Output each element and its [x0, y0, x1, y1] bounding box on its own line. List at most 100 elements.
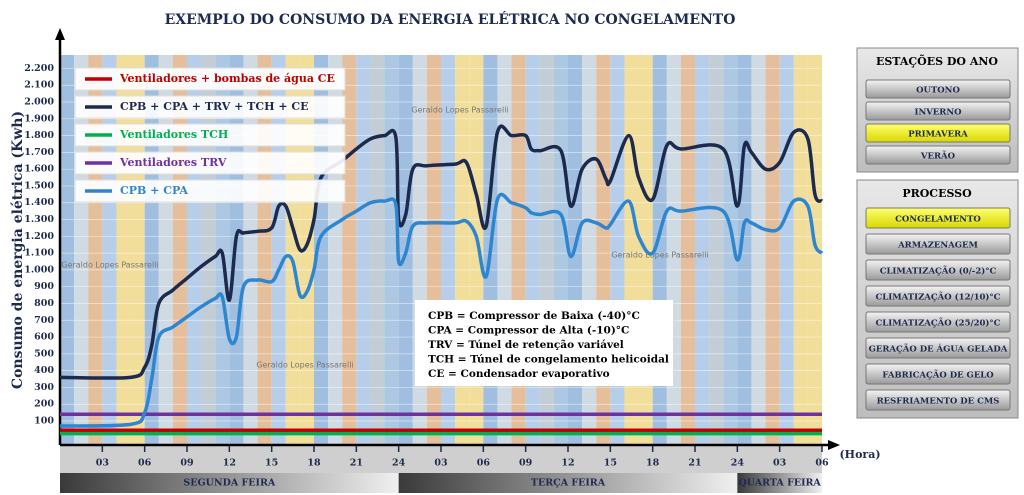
panel-title: PROCESSO [902, 187, 972, 200]
y-tick-label: 1.400 [24, 197, 54, 208]
y-tick-label: 800 [34, 298, 54, 309]
y-tick-label: 400 [34, 365, 54, 376]
panel-button[interactable] [865, 79, 1011, 99]
panel-button-label[interactable]: INVERNO [914, 108, 962, 118]
panel-button[interactable] [865, 207, 1011, 229]
legend-box [74, 123, 346, 147]
panel-button[interactable] [865, 311, 1011, 333]
definition: CE = Condensador evaporativo [428, 368, 610, 380]
y-tick-label: 200 [34, 399, 54, 410]
day-band [60, 473, 399, 493]
stripe [539, 55, 554, 445]
panel-button-label[interactable]: OUTONO [916, 86, 960, 96]
watermark: Geraldo Lopes Passarelli [256, 361, 353, 370]
definitions-box [415, 300, 673, 386]
stripe [596, 55, 611, 445]
panel-button-label[interactable]: GERAÇÃO DE ÁGUA GELADA [869, 343, 1008, 355]
panel-button-label[interactable]: VERÃO [920, 150, 956, 162]
y-tick-label: 1.000 [24, 264, 54, 275]
stripe [582, 55, 597, 445]
x-tick-label: 18 [307, 458, 321, 469]
stripe [793, 55, 808, 445]
y-tick-label: 2.000 [24, 97, 54, 108]
x-tick-label: 03 [773, 458, 786, 469]
stripe [765, 55, 780, 445]
panel-button-label[interactable]: ARMAZENAGEM [897, 241, 978, 251]
stripe [370, 55, 385, 445]
panel-button-label[interactable]: CLIMATIZAÇÃO (25/20)°C [876, 317, 1001, 329]
legend-box [74, 179, 346, 203]
series-line [59, 124, 824, 380]
legend-box [74, 95, 346, 119]
x-axis-label: (Hora) [839, 448, 880, 461]
x-tick-label: 15 [265, 458, 278, 469]
watermark: Geraldo Lopes Passarelli [611, 251, 708, 260]
panel-button[interactable] [865, 389, 1011, 411]
x-tick-label: 06 [815, 458, 829, 469]
stripe [60, 55, 75, 445]
panel-button[interactable] [865, 145, 1011, 165]
definition: CPA = Compressor de Alta (-10)°C [428, 325, 629, 337]
legend-box [74, 67, 346, 91]
definition: CPB = Compressor de Baixa (-40)°C [428, 310, 640, 322]
panel-button-label[interactable]: CONGELAMENTO [895, 215, 981, 225]
x-tick-label: 24 [392, 458, 406, 469]
y-tick-label: 1.300 [24, 214, 54, 225]
day-band [737, 473, 822, 493]
day-label: TERÇA FEIRA [531, 478, 606, 489]
x-tick-label: 21 [350, 458, 363, 469]
x-tick-label: 18 [646, 458, 660, 469]
y-tick-label: 2.200 [24, 63, 54, 74]
x-tick-label: 06 [138, 458, 152, 469]
x-tick-label: 12 [561, 458, 574, 469]
day-label: QUARTA FEIRA [739, 478, 822, 489]
panel-button-label[interactable]: FABRICAÇÃO DE GELO [882, 369, 994, 381]
panel-button-label[interactable]: RESFRIAMENTO DE CMS [877, 397, 1000, 407]
x-tick-label: 09 [180, 458, 194, 469]
y-tick-label: 1.800 [24, 130, 54, 141]
legend-box [74, 151, 346, 175]
y-tick-label: 1.100 [24, 248, 54, 259]
panel-button-label[interactable]: CLIMATIZAÇÃO (12/10)°C [876, 291, 1001, 303]
day-label: SEGUNDA FEIRA [183, 478, 275, 489]
x-tick-label: 21 [688, 458, 701, 469]
stripe [511, 55, 526, 445]
y-tick-label: 1.700 [24, 147, 54, 158]
legend-label: Ventiladores TCH [119, 128, 228, 141]
y-tick-label: 1.600 [24, 164, 54, 175]
y-tick-label: 2.100 [24, 80, 54, 91]
watermark: Geraldo Lopes Passarelli [61, 261, 158, 270]
panel-button[interactable] [865, 337, 1011, 359]
x-tick-label: 15 [604, 458, 617, 469]
legend-label: CPB + CPA [120, 184, 188, 197]
panel-button[interactable] [865, 233, 1011, 255]
panel-button[interactable] [865, 285, 1011, 307]
panel-button[interactable] [865, 363, 1011, 385]
panel-button-label[interactable]: PRIMAVERA [908, 130, 968, 140]
y-tick-label: 700 [34, 315, 54, 326]
y-tick-label: 900 [34, 281, 54, 292]
stripe [356, 55, 371, 445]
x-tick-label: 06 [477, 458, 491, 469]
stripe [709, 55, 724, 445]
legend-label: Ventiladores + bombas de água CE [119, 72, 335, 85]
y-tick-label: 1.500 [24, 180, 54, 191]
definition: TCH = Túnel de congelamento helicoidal [428, 354, 669, 366]
x-axis-arrow [828, 440, 840, 450]
legend-label: Ventiladores TRV [119, 156, 227, 169]
y-tick-label: 300 [34, 382, 54, 393]
x-tick-label: 03 [434, 458, 447, 469]
panel-button[interactable] [865, 101, 1011, 121]
legend-label: CPB + CPA + TRV + TCH + CE [120, 100, 309, 113]
definition: TRV = Túnel de retenção variável [428, 339, 624, 351]
panel-button-label[interactable]: CLIMATIZAÇÃO (0/-2)°C [880, 265, 997, 277]
day-band [398, 473, 738, 493]
x-tick-label: 09 [519, 458, 533, 469]
panel-button[interactable] [865, 259, 1011, 281]
panel-button[interactable] [865, 123, 1011, 143]
y-tick-label: 500 [34, 348, 54, 359]
series-line [59, 192, 824, 428]
y-tick-label: 600 [34, 332, 54, 343]
stripe [779, 55, 794, 445]
